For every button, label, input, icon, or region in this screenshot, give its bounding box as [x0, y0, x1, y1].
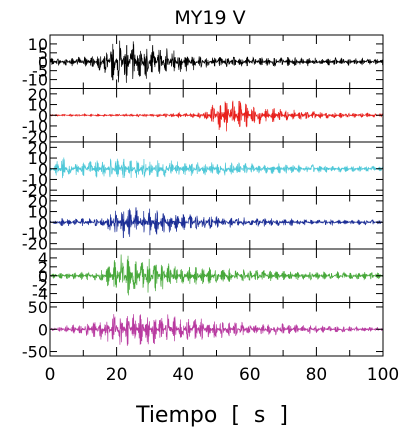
y-tick-label: 20	[28, 85, 48, 104]
y-tick-label: -20	[22, 235, 48, 254]
waveform-series-2	[49, 100, 384, 132]
waveform-series-3	[49, 157, 384, 179]
panels-group: 1050-5-1020100-10-2020100-10-2020100-10-…	[22, 34, 384, 362]
y-tick-label: 5	[38, 44, 48, 63]
x-axis-label: Tiempo [ s ]	[135, 403, 288, 428]
x-tick-label: 100	[367, 365, 399, 385]
waveform-series-6	[49, 314, 384, 346]
y-tick-label: 0	[38, 267, 48, 286]
panel-5: 420-2-4	[32, 248, 384, 304]
y-tick-label: -10	[22, 224, 48, 243]
y-tick-label: -4	[32, 285, 48, 304]
y-tick-label: -5	[32, 62, 48, 81]
y-tick-label: 2	[38, 258, 48, 277]
x-tick-label: 20	[106, 365, 128, 385]
x-tick-label: 0	[45, 365, 56, 385]
y-tick-label: -20	[22, 128, 48, 147]
x-tick-label: 80	[306, 365, 328, 385]
y-tick-label: 4	[38, 249, 48, 268]
y-tick-label: 10	[28, 149, 48, 168]
waveform-series-1	[49, 40, 384, 83]
y-tick-label: 20	[28, 192, 48, 211]
x-tick-label: 40	[172, 365, 194, 385]
y-tick-label: -2	[32, 276, 48, 295]
y-tick-label: 0	[38, 53, 48, 72]
y-tick-label: 10	[28, 203, 48, 222]
x-tick-label: 60	[239, 365, 261, 385]
y-tick-label: 0	[38, 320, 48, 339]
y-tick-label: -20	[22, 181, 48, 200]
y-tick-label: 0	[38, 160, 48, 179]
y-tick-label: 10	[28, 35, 48, 54]
y-tick-label: -10	[22, 71, 48, 90]
waveform-series-5	[49, 254, 384, 296]
y-tick-label: -10	[22, 117, 48, 136]
y-tick-label: -50	[22, 343, 48, 362]
y-tick-label: -10	[22, 170, 48, 189]
waveform-series-4	[49, 207, 384, 239]
y-tick-label: 0	[38, 106, 48, 125]
y-tick-label: 0	[38, 213, 48, 232]
y-tick-label: 10	[28, 96, 48, 115]
panel-6: 50 0 -50	[22, 298, 384, 362]
x-axis: 0 20 40 60 80 100	[45, 365, 400, 385]
chart-title: MY19 V	[174, 7, 245, 29]
y-tick-label: 50	[28, 298, 48, 317]
y-tick-label: 20	[28, 138, 48, 157]
